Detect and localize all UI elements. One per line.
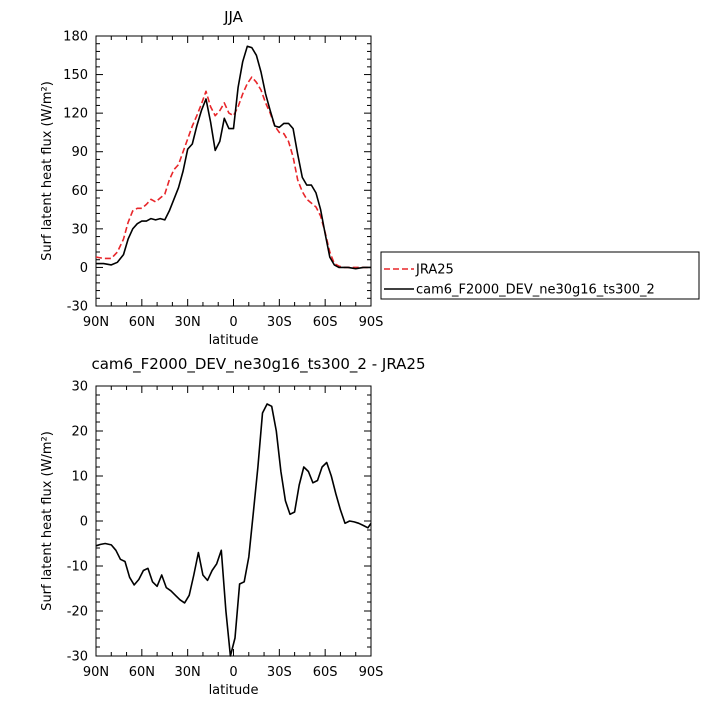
x-tick-label: 90N bbox=[83, 315, 109, 330]
x-tick-label: 30S bbox=[267, 665, 292, 680]
x-tick-label: 30N bbox=[175, 315, 201, 330]
y-tick-label: -20 bbox=[67, 605, 88, 620]
x-tick-label: 90S bbox=[359, 665, 384, 680]
y-tick-label: 60 bbox=[71, 184, 88, 199]
y-tick-label: 0 bbox=[80, 515, 88, 530]
x-tick-label: 60S bbox=[313, 665, 338, 680]
chart-title: JJA bbox=[223, 8, 244, 26]
chart-title: cam6_F2000_DEV_ne30g16_ts300_2 - JRA25 bbox=[91, 355, 425, 374]
difference-line bbox=[95, 403, 372, 657]
plot-frame bbox=[95, 385, 372, 657]
x-tick-label: 90N bbox=[83, 665, 109, 680]
x-tick-label: 60S bbox=[313, 315, 338, 330]
y-tick-label: 180 bbox=[63, 30, 88, 45]
x-tick-label: 60N bbox=[129, 315, 155, 330]
x-tick-label: 0 bbox=[229, 315, 237, 330]
x-axis-label: latitude bbox=[209, 683, 259, 698]
y-tick-label: 30 bbox=[71, 380, 88, 395]
y-tick-label: -30 bbox=[67, 650, 88, 665]
y-axis-label: Surf latent heat flux (W/m²) bbox=[40, 431, 55, 611]
x-tick-label: 0 bbox=[229, 665, 237, 680]
y-tick-label: 90 bbox=[71, 145, 88, 160]
y-tick-label: 120 bbox=[63, 107, 88, 122]
plot-frame bbox=[95, 35, 372, 307]
x-tick-label: 60N bbox=[129, 665, 155, 680]
y-tick-label: -10 bbox=[67, 560, 88, 575]
y-tick-label: 30 bbox=[71, 222, 88, 237]
series-line-0 bbox=[95, 76, 371, 269]
bottom-chart: cam6_F2000_DEV_ne30g16_ts300_2 - JRA25 -3… bbox=[40, 355, 426, 698]
y-tick-label: 20 bbox=[71, 425, 88, 440]
legend: JRA25 cam6_F2000_DEV_ne30g16_ts300_2 bbox=[380, 251, 700, 300]
y-axis-label: Surf latent heat flux (W/m²) bbox=[40, 81, 55, 261]
x-tick-label: 90S bbox=[359, 315, 384, 330]
legend-label: cam6_F2000_DEV_ne30g16_ts300_2 bbox=[416, 283, 655, 298]
series-line-1 bbox=[96, 45, 371, 270]
x-tick-label: 30N bbox=[175, 665, 201, 680]
top-chart: JJA -30 0 30 60 90 120 150 180 90N 60N 30N 0 30S 60S 90… bbox=[40, 8, 700, 348]
x-tick-label: 30S bbox=[267, 315, 292, 330]
y-tick-label: 0 bbox=[80, 261, 88, 276]
y-tick-label: 150 bbox=[63, 68, 88, 83]
legend-box bbox=[380, 251, 700, 300]
x-axis-label: latitude bbox=[209, 333, 259, 348]
y-tick-label: 10 bbox=[71, 470, 88, 485]
y-tick-label: -30 bbox=[67, 300, 88, 315]
legend-label: JRA25 bbox=[415, 263, 454, 278]
